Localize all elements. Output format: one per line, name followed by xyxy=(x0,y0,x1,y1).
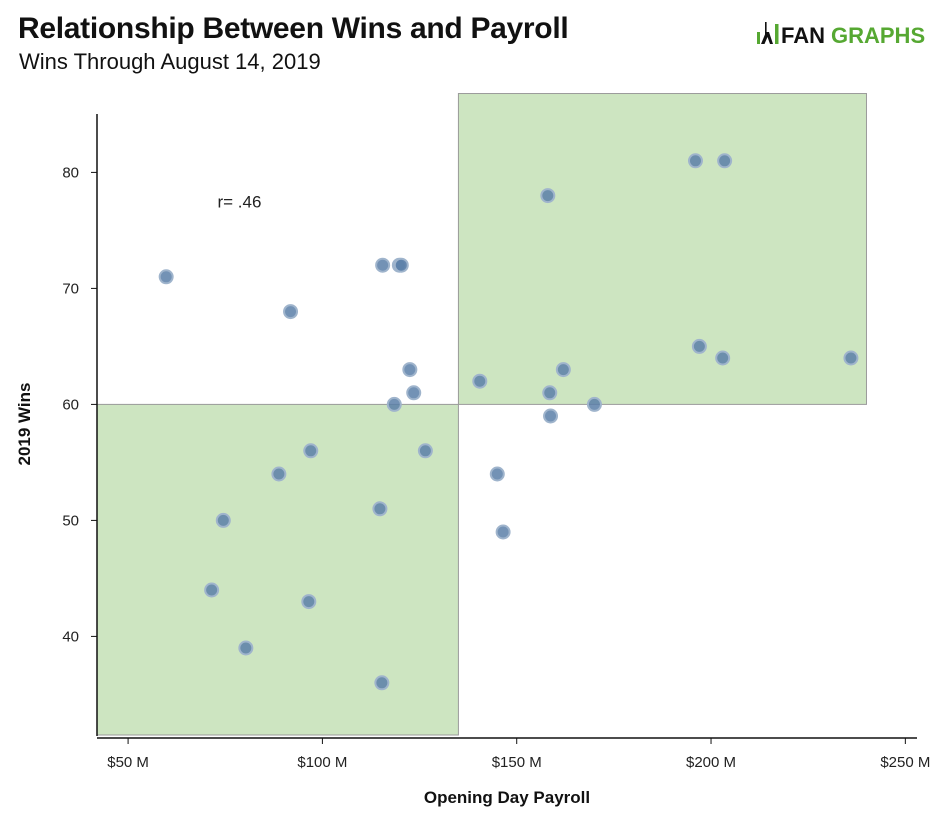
data-point-5 xyxy=(393,257,409,273)
data-point-14 xyxy=(204,582,220,598)
data-point-6 xyxy=(402,362,418,378)
data-point-29 xyxy=(715,350,731,366)
data-point-2 xyxy=(283,304,299,320)
y-tick-label-50: 50 xyxy=(62,512,79,529)
x-tick-label-100: $100 M xyxy=(297,754,347,771)
x-axis-title: Opening Day Payroll xyxy=(424,788,590,807)
data-point-11 xyxy=(271,466,287,482)
x-tick-label-250: $250 M xyxy=(880,754,930,771)
logo-batter-icon xyxy=(761,32,773,44)
data-point-22 xyxy=(543,408,559,424)
data-point-8 xyxy=(386,396,402,412)
data-point-19 xyxy=(540,188,556,204)
y-axis-title: 2019 Wins xyxy=(15,383,34,466)
x-tick-label-200: $200 M xyxy=(686,754,736,771)
data-point-16 xyxy=(238,640,254,656)
x-tick-label-150: $150 M xyxy=(492,754,542,771)
data-point-3 xyxy=(375,257,391,273)
data-point-23 xyxy=(586,396,602,412)
axes: 40 50 60 70 80 $50 M $100 M $150 M $200 M $250 M O… xyxy=(15,114,930,807)
logo-text-fan: FAN xyxy=(781,23,825,48)
shaded-region-1 xyxy=(96,403,459,736)
logo-bar-3 xyxy=(775,24,779,44)
data-point-30 xyxy=(843,350,859,366)
data-point-12 xyxy=(372,501,388,517)
fangraphs-logo: FAN GRAPHS xyxy=(757,22,925,48)
y-tick-label-40: 40 xyxy=(62,628,79,645)
logo-bar-2 xyxy=(765,22,767,36)
y-tick-label-80: 80 xyxy=(62,164,79,181)
data-points xyxy=(158,153,859,691)
data-point-15 xyxy=(301,594,317,610)
annotation-1: r= .46 xyxy=(217,192,261,211)
data-point-27 xyxy=(717,153,733,169)
logo-text-graphs: GRAPHS xyxy=(831,23,925,48)
logo-bar-1 xyxy=(757,32,760,44)
y-tick-label-70: 70 xyxy=(62,280,79,297)
data-point-20 xyxy=(542,385,558,401)
chart-title: Relationship Between Wins and Payroll xyxy=(18,12,569,45)
annotations: r= .46 xyxy=(217,192,261,211)
chart-subtitle: Wins Through August 14, 2019 xyxy=(19,49,321,74)
data-point-28 xyxy=(691,338,707,354)
data-point-24 xyxy=(489,466,505,482)
data-point-21 xyxy=(555,362,571,378)
shaded-region-2 xyxy=(457,93,867,405)
data-point-9 xyxy=(417,443,433,459)
data-point-26 xyxy=(687,153,703,169)
shaded-regions xyxy=(96,93,867,736)
y-tick-label-60: 60 xyxy=(62,396,79,413)
data-point-1 xyxy=(158,269,174,285)
data-point-17 xyxy=(374,675,390,691)
data-point-7 xyxy=(406,385,422,401)
x-tick-label-50: $50 M xyxy=(107,754,149,771)
data-point-18 xyxy=(472,373,488,389)
data-point-10 xyxy=(303,443,319,459)
data-point-25 xyxy=(495,524,511,540)
data-point-13 xyxy=(215,512,231,528)
